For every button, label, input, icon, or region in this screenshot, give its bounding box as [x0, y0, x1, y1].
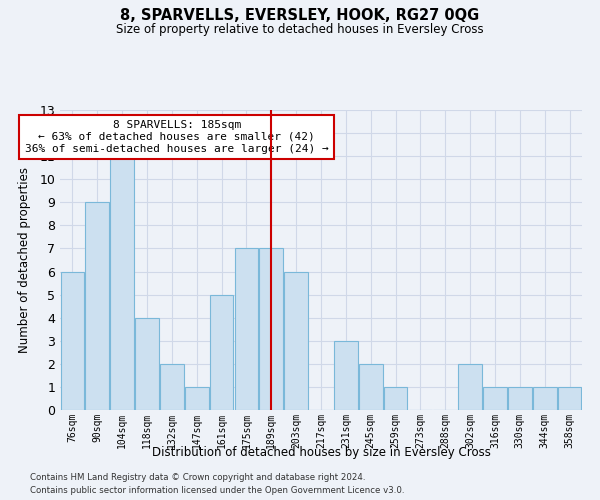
- Bar: [384, 387, 407, 410]
- Bar: [558, 387, 581, 410]
- Bar: [508, 387, 532, 410]
- Text: Size of property relative to detached houses in Eversley Cross: Size of property relative to detached ho…: [116, 22, 484, 36]
- Text: 8, SPARVELLS, EVERSLEY, HOOK, RG27 0QG: 8, SPARVELLS, EVERSLEY, HOOK, RG27 0QG: [121, 8, 479, 22]
- Y-axis label: Number of detached properties: Number of detached properties: [18, 167, 31, 353]
- Bar: [160, 364, 184, 410]
- Bar: [61, 272, 84, 410]
- Bar: [235, 248, 258, 410]
- Bar: [135, 318, 159, 410]
- Bar: [284, 272, 308, 410]
- Text: Contains HM Land Registry data © Crown copyright and database right 2024.: Contains HM Land Registry data © Crown c…: [30, 474, 365, 482]
- Bar: [533, 387, 557, 410]
- Bar: [483, 387, 507, 410]
- Text: Distribution of detached houses by size in Eversley Cross: Distribution of detached houses by size …: [152, 446, 490, 459]
- Bar: [85, 202, 109, 410]
- Bar: [359, 364, 383, 410]
- Bar: [110, 156, 134, 410]
- Bar: [185, 387, 209, 410]
- Text: 8 SPARVELLS: 185sqm
← 63% of detached houses are smaller (42)
36% of semi-detach: 8 SPARVELLS: 185sqm ← 63% of detached ho…: [25, 120, 329, 154]
- Bar: [210, 294, 233, 410]
- Text: Contains public sector information licensed under the Open Government Licence v3: Contains public sector information licen…: [30, 486, 404, 495]
- Bar: [259, 248, 283, 410]
- Bar: [334, 341, 358, 410]
- Bar: [458, 364, 482, 410]
